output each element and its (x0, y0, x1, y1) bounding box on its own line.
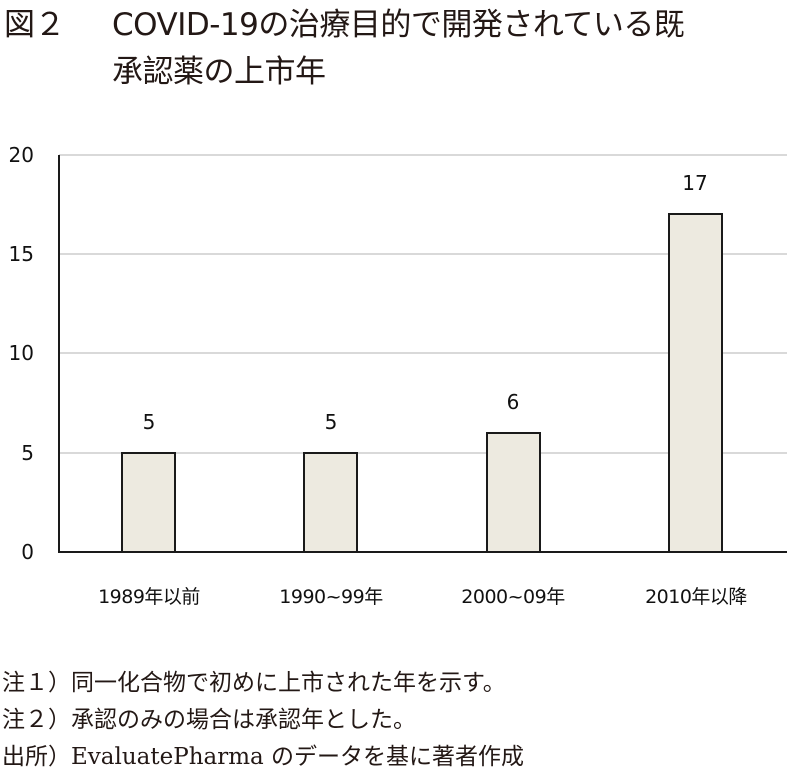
title-line-1: COVID-19の治療目的で開発されている既 (112, 7, 685, 43)
chart-title: 図２ COVID-19の治療目的で開発されている既 承認薬の上市年 (4, 2, 685, 96)
x-label-3: 2000~09年 (461, 586, 565, 608)
data-label-1: 5 (142, 410, 156, 434)
y-tick-15: 15 (8, 242, 34, 266)
gridline-15 (59, 253, 787, 255)
bar-1989-before (121, 452, 176, 552)
data-label-4: 17 (682, 171, 708, 195)
x-label-4: 2010年以降 (645, 586, 747, 608)
note-2: 注２）承認のみの場合は承認年とした。 (2, 707, 416, 733)
gridline-10 (59, 352, 787, 354)
y-tick-10: 10 (8, 341, 34, 365)
data-label-3: 6 (506, 390, 520, 414)
y-tick-5: 5 (21, 441, 34, 465)
figure-number: 図２ (4, 7, 66, 43)
x-label-1: 1989年以前 (98, 586, 200, 608)
gridline-5 (59, 452, 787, 454)
bar-2000-09 (486, 432, 541, 552)
title-line-2: 承認薬の上市年 (112, 54, 326, 90)
chart-notes: 注１）同一化合物で初めに上市された年を示す。 注２）承認のみの場合は承認年とした… (2, 665, 524, 776)
bar-chart: 20 15 10 5 0 5 5 6 17 1989年以前 1990~99年 2… (8, 143, 787, 608)
bar-2010-after (668, 213, 723, 552)
y-tick-0: 0 (21, 540, 34, 564)
x-label-2: 1990~99年 (279, 586, 383, 608)
y-tick-20: 20 (8, 143, 34, 167)
source-note: 出所）EvaluatePharma のデータを基に著者作成 (2, 744, 525, 770)
note-1: 注１）同一化合物で初めに上市された年を示す。 (2, 670, 506, 696)
data-label-2: 5 (324, 410, 338, 434)
bar-1990-99 (303, 452, 358, 552)
gridline-20 (59, 154, 787, 156)
x-axis (58, 551, 787, 553)
y-axis (58, 155, 60, 553)
